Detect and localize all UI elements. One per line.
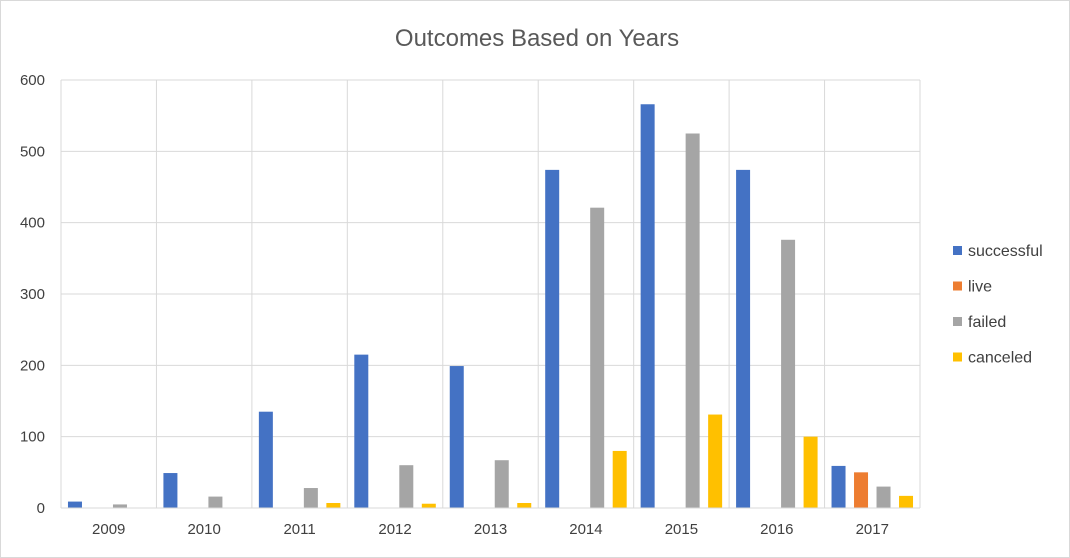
legend-label-live: live [968,279,992,296]
bar-successful-2015 [640,104,655,509]
x-tick-label: 2015 [665,521,698,538]
legend-label-canceled: canceled [968,350,1032,367]
y-tick-label: 500 [20,143,45,160]
bar-successful-2016 [736,169,751,508]
y-tick-label: 400 [20,215,45,232]
x-tick-label: 2010 [187,521,220,538]
legend-swatch-failed [953,317,962,326]
x-tick-label: 2017 [856,521,889,538]
bar-canceled-2016 [803,436,818,508]
bar-failed-2015 [685,133,700,508]
bar-canceled-2017 [899,495,914,508]
y-tick-label: 600 [20,72,45,89]
x-tick-label: 2014 [569,521,602,538]
legend-label-successful: successful [968,243,1043,260]
bar-canceled-2014 [612,450,627,508]
legend: successful live failed canceled [953,243,1043,367]
chart-title: Outcomes Based on Years [395,25,679,52]
bar-failed-2017 [876,486,891,508]
x-tick-label: 2009 [92,521,125,538]
x-tick-label: 2011 [283,521,315,538]
bar-canceled-2012 [421,503,436,508]
y-tick-label: 0 [37,500,45,517]
bar-canceled-2015 [708,414,723,508]
bar-failed-2013 [494,460,509,508]
bar-successful-2013 [449,366,464,508]
x-tick-label: 2012 [378,521,411,538]
y-tick-label: 100 [20,429,45,446]
bar-successful-2010 [163,473,178,508]
bar-live-2017 [854,472,869,508]
bar-failed-2016 [781,239,796,508]
bar-failed-2014 [590,207,605,509]
x-tick-label: 2016 [760,521,793,538]
bars [67,104,914,509]
bar-failed-2010 [208,496,223,508]
y-tick-label: 200 [20,357,45,374]
bar-canceled-2011 [326,503,341,508]
y-axis: 0 100 200 300 400 500 600 [20,72,45,517]
legend-swatch-canceled [953,352,962,362]
bar-failed-2012 [399,465,414,508]
bar-failed-2009 [112,504,127,508]
bar-successful-2009 [67,501,82,508]
legend-swatch-live [953,281,962,291]
bar-canceled-2013 [517,503,532,508]
x-axis: 2009 2010 2011 2012 2013 2014 2015 2016 2017 [61,507,920,538]
legend-swatch-successful [953,246,962,255]
y-tick-label: 300 [20,286,45,303]
bar-successful-2011 [258,411,273,508]
x-tick-label: 2013 [474,521,507,538]
bar-successful-2012 [354,354,369,508]
bar-failed-2011 [303,488,318,508]
legend-label-failed: failed [968,314,1006,331]
bar-successful-2017 [831,465,846,508]
bar-successful-2014 [545,169,560,508]
